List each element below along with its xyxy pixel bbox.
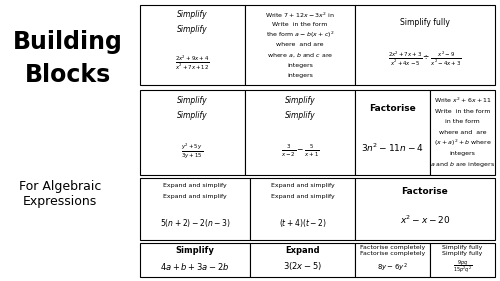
Bar	[140, 243, 250, 277]
Text: where $a$, $b$ and $c$ are: where $a$, $b$ and $c$ are	[267, 51, 333, 59]
Text: in the form: in the form	[445, 119, 480, 124]
Text: $x^2-x-20$: $x^2-x-20$	[400, 214, 450, 226]
Text: Factorise: Factorise	[369, 104, 416, 113]
Text: $a$ and $b$ are integers: $a$ and $b$ are integers	[430, 160, 495, 169]
Text: $\frac{2x^2+7x+3}{x^2+4x-5}\div\frac{x^2-9}{x^2-4x+3}$: $\frac{2x^2+7x+3}{x^2+4x-5}\div\frac{x^2…	[388, 50, 462, 69]
Text: Simplify fully: Simplify fully	[442, 244, 482, 250]
Bar	[140, 90, 245, 175]
Text: Simplify: Simplify	[177, 10, 208, 19]
Text: Expand and simplify: Expand and simplify	[163, 183, 227, 188]
Text: $4a+b+3a-2b$: $4a+b+3a-2b$	[160, 260, 230, 272]
Text: Factorise completely: Factorise completely	[360, 251, 425, 256]
Text: Factorise: Factorise	[402, 187, 448, 196]
Text: $\frac{y^2+5y}{3y+15}$: $\frac{y^2+5y}{3y+15}$	[182, 142, 204, 161]
Text: the form $a-b(x+c)^2$: the form $a-b(x+c)^2$	[266, 30, 334, 40]
Text: integers: integers	[287, 72, 313, 78]
Bar	[140, 5, 245, 85]
Text: Simplify fully: Simplify fully	[442, 251, 482, 256]
Text: $\frac{3}{x-2}-\frac{5}{x+1}$: $\frac{3}{x-2}-\frac{5}{x+1}$	[280, 143, 320, 159]
Text: Write $7+12x-3x^2$ in: Write $7+12x-3x^2$ in	[265, 10, 335, 20]
Text: Simplify: Simplify	[176, 246, 214, 255]
Bar	[250, 243, 355, 277]
Text: Building: Building	[13, 30, 123, 54]
Text: where  and are: where and are	[276, 42, 324, 47]
Text: where and  are: where and are	[439, 130, 486, 135]
Bar	[250, 178, 355, 240]
Text: $3n^2-11n-4$: $3n^2-11n-4$	[361, 142, 424, 154]
Bar	[355, 178, 495, 240]
Text: Expand and simplify: Expand and simplify	[163, 194, 227, 199]
Text: integers: integers	[450, 151, 475, 156]
Text: Write  in the form: Write in the form	[435, 109, 490, 114]
Text: Factorise completely: Factorise completely	[360, 244, 425, 250]
Text: Simplify: Simplify	[177, 24, 208, 33]
Text: Expand and simplify: Expand and simplify	[270, 194, 334, 199]
Text: Simplify: Simplify	[177, 96, 208, 105]
Bar	[355, 90, 430, 175]
Text: Simplify: Simplify	[284, 111, 316, 120]
Text: Expand: Expand	[285, 246, 320, 255]
Bar	[245, 5, 355, 85]
Bar	[245, 90, 355, 175]
Text: $8y-6y^2$: $8y-6y^2$	[377, 261, 408, 274]
Text: $5(n+2)-2(n-3)$: $5(n+2)-2(n-3)$	[160, 217, 230, 229]
Bar	[355, 243, 430, 277]
Text: $\frac{2x^2+9x+4}{x^2+7x+12}$: $\frac{2x^2+9x+4}{x^2+7x+12}$	[175, 53, 210, 72]
Text: $3(2x-5)$: $3(2x-5)$	[283, 260, 322, 272]
Bar	[140, 178, 250, 240]
Text: integers: integers	[287, 62, 313, 67]
Bar	[355, 5, 495, 85]
Text: Write $x^2+6x+11$: Write $x^2+6x+11$	[434, 96, 492, 105]
Text: $(t+4)(t-2)$: $(t+4)(t-2)$	[278, 217, 326, 229]
Bar	[430, 243, 495, 277]
Text: For Algebraic: For Algebraic	[19, 180, 101, 193]
Text: Blocks: Blocks	[25, 63, 111, 87]
Text: Simplify: Simplify	[177, 111, 208, 120]
Text: Expressions: Expressions	[23, 195, 97, 208]
Text: Simplify: Simplify	[284, 96, 316, 105]
Text: Simplify fully: Simplify fully	[400, 18, 450, 27]
Text: Write  in the form: Write in the form	[272, 22, 328, 28]
Bar	[430, 90, 495, 175]
Text: $\frac{9pq}{15p^2q^2}$: $\frac{9pq}{15p^2q^2}$	[452, 259, 472, 276]
Text: Expand and simplify: Expand and simplify	[270, 183, 334, 188]
Text: $(x+a)^2+b$ where: $(x+a)^2+b$ where	[434, 138, 492, 148]
